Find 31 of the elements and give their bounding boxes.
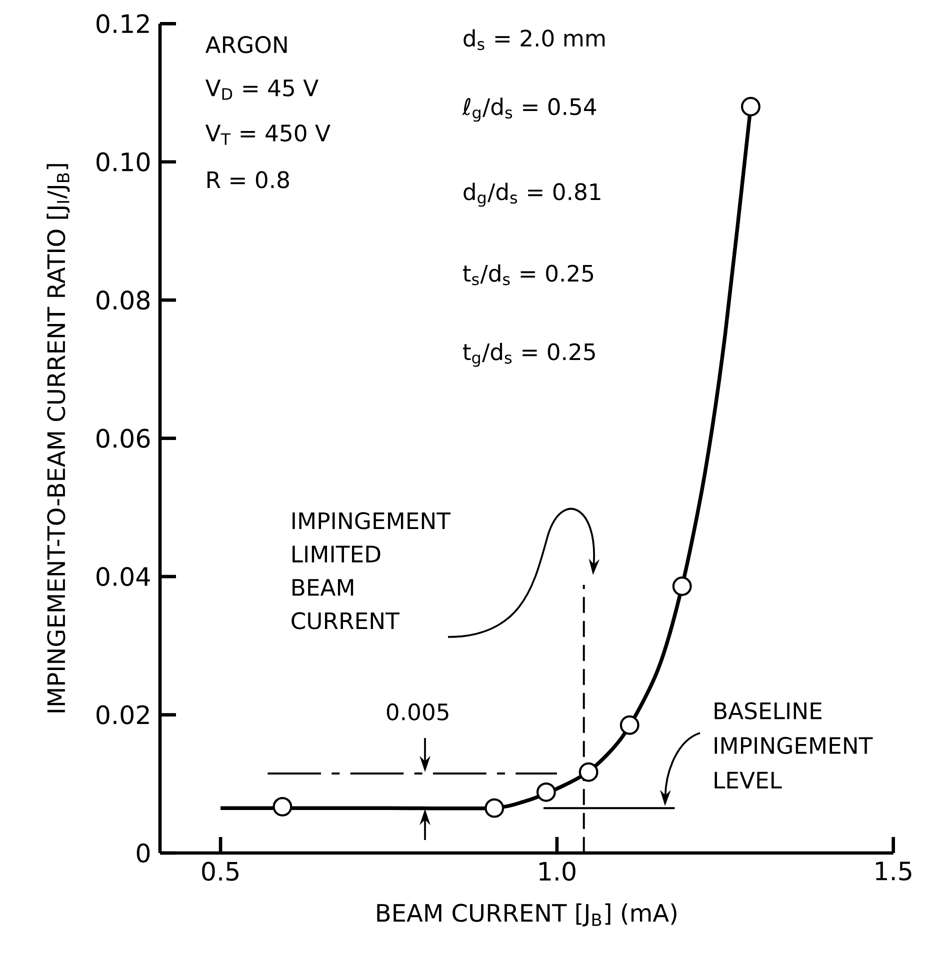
x-tick-label: 1.0 xyxy=(540,862,576,881)
point xyxy=(620,715,640,735)
annotation: t$_{s}$/d$_{s}$ = 0.25 xyxy=(463,264,594,286)
annotation: V$_{T}$ = 450 V xyxy=(205,124,330,145)
point xyxy=(672,576,692,596)
annotation: R = 0.8 xyxy=(208,171,289,188)
annotation: ℓ$_{g}$/d$_{s}$ = 0.54 xyxy=(462,98,596,122)
ref-line-label: BASELINE IMPINGEMENT LEVEL xyxy=(714,702,873,788)
x-tick-label: 0.5 xyxy=(202,862,238,881)
annotation: d$_{s}$ = 2.0 mm xyxy=(464,29,605,50)
x-tick-label: 1.5 xyxy=(876,862,912,881)
y-tick-label: 0.02 xyxy=(96,705,149,724)
annotation: ARGON xyxy=(205,36,287,54)
y-tick-label: 0.12 xyxy=(96,14,149,34)
point xyxy=(536,782,556,802)
y-tick-label: 0.04 xyxy=(96,566,150,586)
point xyxy=(740,96,760,116)
annotation: IMPINGEMENT LIMITED BEAM CURRENT xyxy=(292,512,451,630)
y-tick-label: 0 xyxy=(136,843,150,863)
y-tick-label: 0.08 xyxy=(96,290,150,310)
y-tick-label: 0.10 xyxy=(96,152,150,172)
point xyxy=(484,798,504,818)
point xyxy=(272,796,292,816)
annotation: 0.005 xyxy=(386,703,448,720)
point xyxy=(578,762,598,782)
annotation: V$_{D}$ = 45 V xyxy=(205,80,318,100)
y-axis-title: IMPINGEMENT-TO-BEAM CURRENT RATIO [J$_{I}$/J$_{B}$] xyxy=(46,164,70,712)
annotation: d$_{g}$/d$_{s}$ = 0.81 xyxy=(464,182,600,207)
x-axis-title: BEAM CURRENT [J$_{B}$] (mA) xyxy=(377,903,676,926)
y-tick-label: 0.06 xyxy=(96,428,150,448)
annotation: t$_{g}$/d$_{s}$ = 0.25 xyxy=(463,342,595,367)
